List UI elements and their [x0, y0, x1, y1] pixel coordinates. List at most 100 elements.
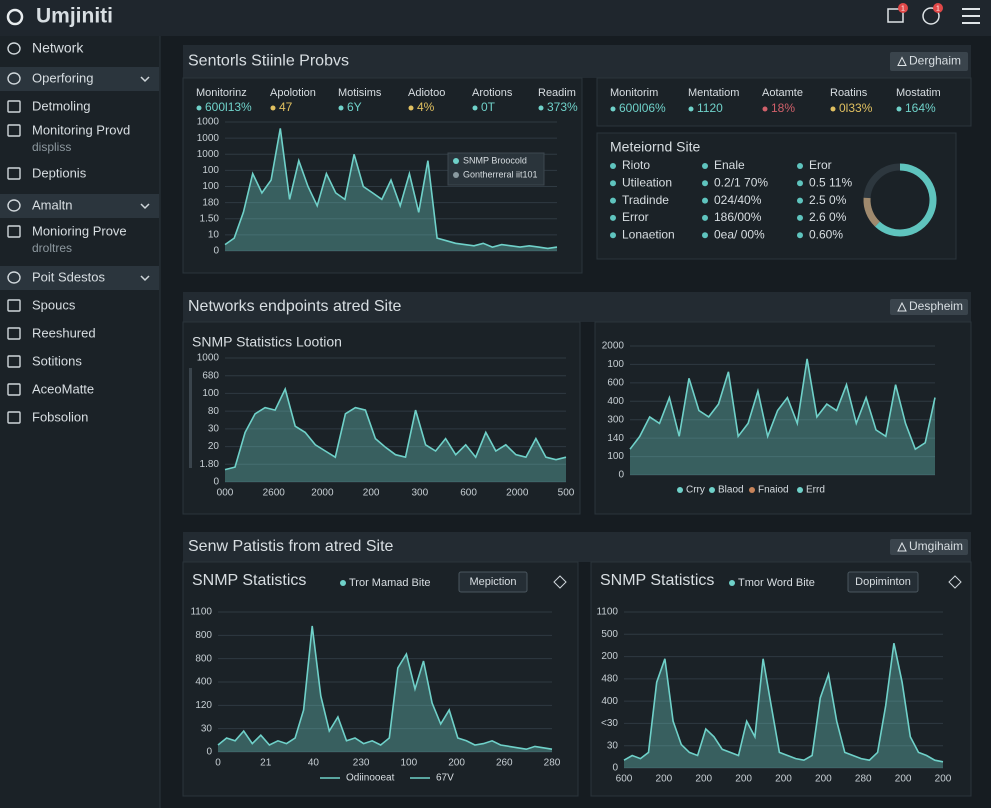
- row-dot: [797, 214, 803, 221]
- stat-label: Monitorim: [610, 87, 658, 99]
- section-header: [183, 292, 971, 322]
- site-cell: 024/40%: [714, 193, 762, 207]
- panel: [596, 77, 972, 127]
- y-tick-label: 100: [202, 165, 219, 176]
- button-icon: [897, 301, 907, 312]
- stat-value: 600l13%: [205, 100, 252, 114]
- y-tick-label: 30: [607, 740, 619, 751]
- nav-icon: [7, 271, 21, 284]
- series-line: [629, 358, 936, 451]
- legend-label: Crry: [686, 485, 705, 496]
- stat-value: 1120: [697, 101, 723, 115]
- stat-label: Motisims: [338, 87, 382, 99]
- row-dot: [610, 232, 616, 239]
- stat-value: 373%: [547, 100, 578, 114]
- site-cell: Enale: [714, 158, 745, 172]
- x-tick-label: 500: [558, 488, 575, 499]
- alerts-icon[interactable]: [922, 7, 940, 25]
- donut-segment: [875, 163, 937, 237]
- stat-value: 47: [279, 100, 293, 114]
- select-label: Dopiminton: [855, 576, 911, 588]
- nav-item: Amaltn: [32, 197, 72, 212]
- button-label: Derghaim: [909, 54, 961, 68]
- chevron: [140, 76, 150, 83]
- stat-label: Apolotion: [270, 87, 316, 99]
- section-button[interactable]: [890, 52, 968, 71]
- panel: [182, 561, 579, 797]
- nav-icon: [7, 355, 21, 368]
- y-tick-label: 0: [213, 246, 219, 257]
- panel: [596, 132, 957, 260]
- legend-dot: [749, 487, 755, 493]
- x-tick-label: 200: [695, 774, 712, 785]
- brand: Umjiniti: [36, 5, 113, 28]
- badge-count: 1: [936, 5, 940, 12]
- section-button[interactable]: [890, 299, 968, 315]
- stat-value: 0T: [481, 100, 496, 114]
- select-label: Mepiction: [469, 576, 516, 588]
- stat-label: Aotamte: [762, 87, 803, 99]
- row-dot: [797, 180, 803, 187]
- x-tick-label: 200: [815, 774, 832, 785]
- x-tick-label: 200: [363, 488, 380, 499]
- site-cell: 0.2/1 70%: [714, 175, 768, 189]
- select[interactable]: [458, 571, 528, 593]
- nav-subitem: displiss: [32, 140, 71, 154]
- stat-label: Mostatim: [896, 87, 941, 99]
- stat-label: Mentatiom: [688, 87, 739, 99]
- stat-label: Arotions: [472, 87, 513, 99]
- nav-icon: [7, 327, 21, 340]
- nav-highlight[interactable]: [0, 67, 159, 91]
- series-area: [225, 128, 557, 251]
- stat-dot: [688, 106, 694, 112]
- legend-label: Errd: [806, 485, 825, 496]
- stat-label: Monitorinz: [196, 87, 247, 99]
- x-tick-label: 300: [412, 488, 429, 499]
- y-tick-label: 100: [202, 181, 219, 192]
- legend-label: Fnaiod: [758, 485, 789, 496]
- nav-highlight[interactable]: [0, 194, 159, 218]
- nav-icon: [7, 167, 21, 180]
- y-tick-label: 180: [202, 197, 219, 208]
- nav-item: Monitoring Provd: [32, 122, 130, 137]
- row-dot: [610, 214, 616, 221]
- stat-label: Adiotoo: [408, 87, 445, 99]
- site-cell: 2.6 0%: [809, 210, 847, 224]
- series-line: [623, 643, 944, 763]
- legend-box: [447, 152, 545, 186]
- badge: [898, 3, 908, 13]
- nav-icon: [7, 124, 21, 137]
- y-tick-label: 0: [612, 763, 618, 774]
- section-button[interactable]: [890, 539, 968, 555]
- row-dot: [702, 163, 708, 169]
- logo: [6, 8, 24, 26]
- panel-tag: Tror Mamad Bite: [349, 577, 431, 589]
- stat-label: Readim: [538, 87, 576, 99]
- x-tick-label: 200: [895, 774, 912, 785]
- menu-icon[interactable]: [962, 8, 980, 24]
- nav-icon: [7, 42, 21, 55]
- nav-highlight[interactable]: [0, 266, 159, 290]
- y-tick-label: 1000: [197, 117, 220, 128]
- y-tick-label: 1000: [197, 149, 220, 160]
- stat-value: 18%: [771, 101, 795, 115]
- tag-dot: [729, 580, 735, 586]
- diamond-icon[interactable]: [553, 575, 567, 589]
- site-cell: 0ea/ 00%: [714, 227, 765, 241]
- y-tick-label: 20: [208, 441, 220, 452]
- stat-dot: [762, 106, 768, 112]
- x-tick-label: 600: [616, 774, 633, 785]
- y-tick-label: 1.50: [200, 213, 220, 224]
- panel: [594, 321, 972, 515]
- stat-value: 6Y: [347, 100, 362, 114]
- series-line: [217, 625, 553, 751]
- select[interactable]: [847, 571, 919, 593]
- stat-value: 0l33%: [839, 101, 873, 115]
- stat-dot: [610, 106, 616, 112]
- diamond-icon[interactable]: [948, 575, 962, 589]
- x-tick-label: 280: [855, 774, 872, 785]
- y-tick-label: 0: [206, 747, 212, 758]
- nav-item: AceoMatte: [32, 381, 94, 396]
- messages-icon[interactable]: [887, 8, 904, 23]
